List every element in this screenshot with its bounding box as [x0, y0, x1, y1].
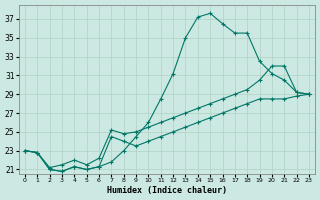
X-axis label: Humidex (Indice chaleur): Humidex (Indice chaleur) [107, 186, 227, 195]
